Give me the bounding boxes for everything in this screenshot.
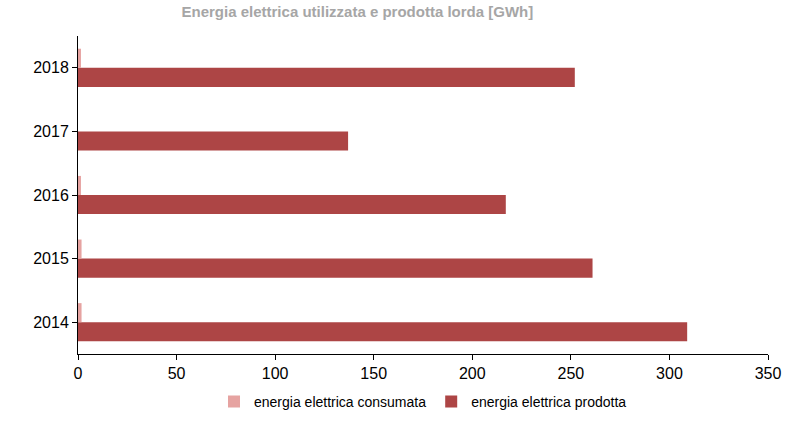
svg-text:0: 0: [74, 365, 83, 382]
svg-text:150: 150: [360, 365, 387, 382]
svg-text:energia elettrica prodotta: energia elettrica prodotta: [471, 394, 626, 410]
svg-text:2014: 2014: [33, 314, 69, 331]
svg-text:2015: 2015: [33, 250, 69, 267]
svg-text:Energia elettrica utilizzata e: Energia elettrica utilizzata e prodotta …: [182, 3, 534, 20]
svg-text:2016: 2016: [33, 187, 69, 204]
svg-text:250: 250: [558, 365, 585, 382]
svg-text:energia elettrica consumata: energia elettrica consumata: [254, 394, 426, 410]
svg-text:300: 300: [656, 365, 683, 382]
svg-text:2017: 2017: [33, 123, 69, 140]
svg-text:100: 100: [262, 365, 289, 382]
svg-text:2018: 2018: [33, 59, 69, 76]
svg-text:350: 350: [755, 365, 782, 382]
svg-text:200: 200: [459, 365, 486, 382]
svg-text:50: 50: [168, 365, 186, 382]
